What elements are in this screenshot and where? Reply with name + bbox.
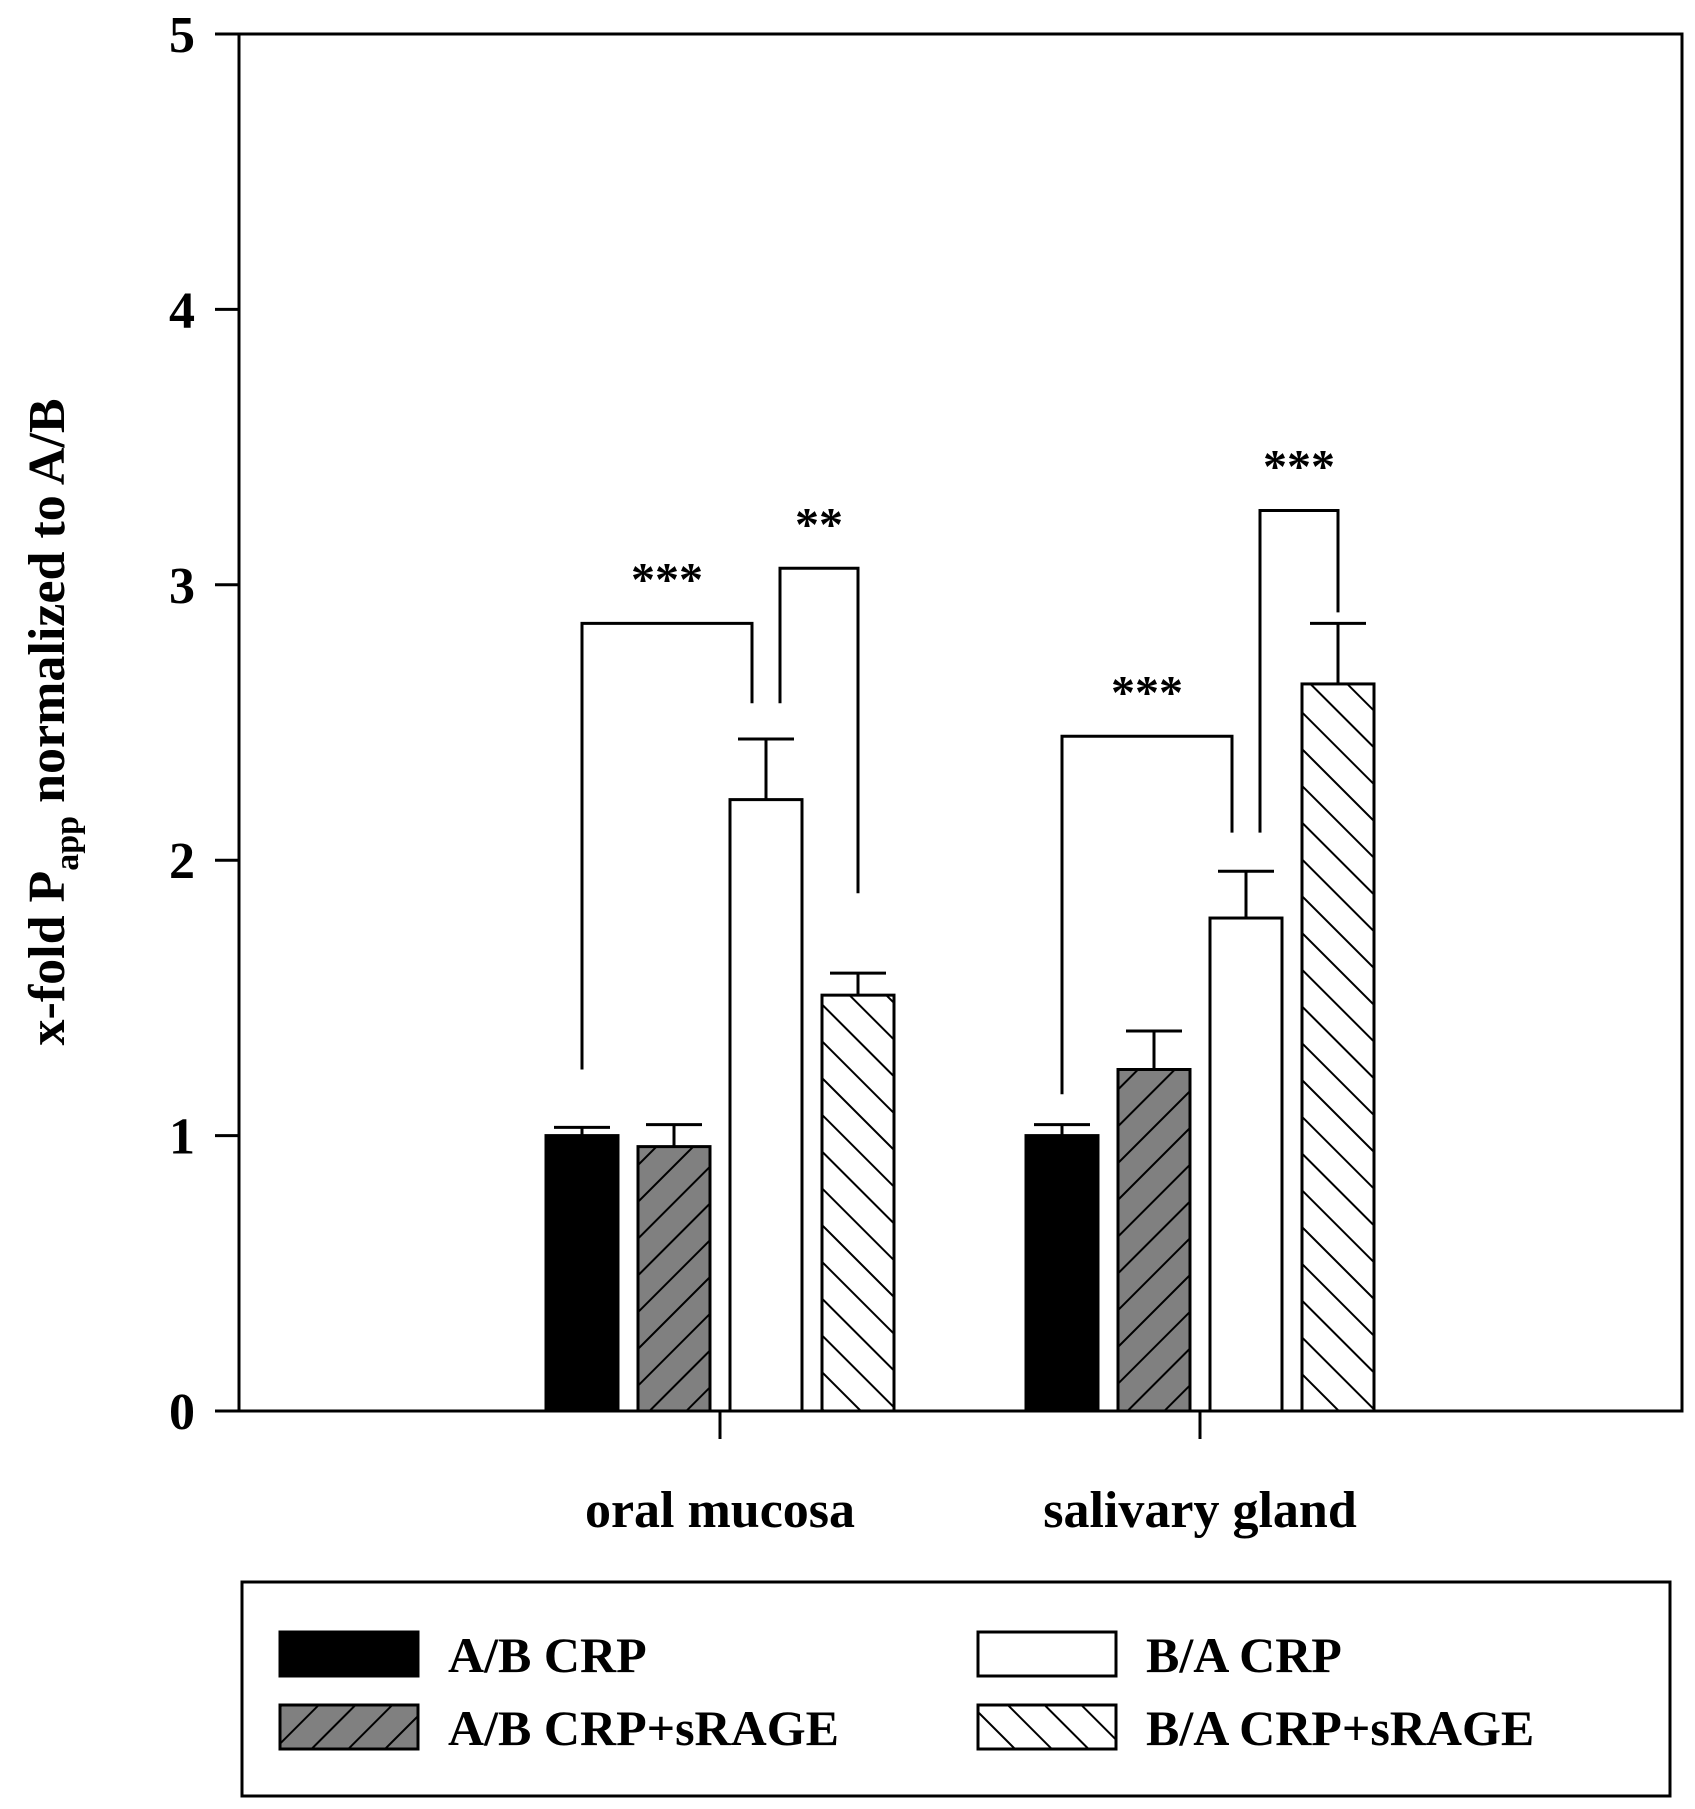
legend-label-ab-crp: A/B CRP <box>448 1627 647 1683</box>
y-axis-label: x-fold Papp normalized to A/B <box>19 398 86 1045</box>
significance-label: *** <box>1111 666 1183 719</box>
y-tick-label: 3 <box>169 558 195 615</box>
significance-bracket <box>580 621 754 1070</box>
y-tick-label: 1 <box>169 1109 195 1166</box>
y-axis: 0 1 2 3 4 5 <box>169 7 239 1441</box>
legend-swatch-ba-crp <box>976 1630 1118 1678</box>
legend-box <box>240 1580 1672 1798</box>
legend-label-ba-crp-srage: B/A CRP+sRAGE <box>1146 1700 1534 1756</box>
bar-fill <box>546 1135 618 1411</box>
bar <box>1300 682 1376 1413</box>
y-tick-label: 0 <box>169 1384 195 1441</box>
y-tick-label: 4 <box>169 282 195 339</box>
bar-fill <box>1026 1135 1098 1411</box>
plot-area <box>237 32 1684 1413</box>
significance-label: *** <box>631 553 703 606</box>
legend-label-ba-crp: B/A CRP <box>1146 1627 1342 1683</box>
significance-bracket <box>778 566 860 894</box>
legend-swatch-ba-crp-srage <box>976 1703 1118 1751</box>
significance-label: *** <box>1263 440 1335 493</box>
y-tick-label: 5 <box>169 7 195 64</box>
bar <box>820 993 896 1413</box>
bar-fill <box>1210 918 1282 1411</box>
significance-bracket <box>1060 734 1234 1095</box>
legend-swatch-ab-crp <box>278 1630 420 1678</box>
x-axis: oral mucosa salivary gland <box>585 1411 1357 1539</box>
bars <box>544 621 1376 1413</box>
bar-fill <box>730 799 802 1411</box>
legend-label-ab-crp-srage: A/B CRP+sRAGE <box>448 1700 839 1756</box>
x-tick-label: salivary gland <box>1043 1482 1357 1539</box>
legend-swatch-ab-crp-srage <box>278 1703 420 1751</box>
significance-brackets: *********** <box>580 440 1340 1095</box>
x-tick-label: oral mucosa <box>585 1482 855 1539</box>
bar <box>1116 1068 1192 1413</box>
significance-bracket <box>1258 508 1340 833</box>
legend: A/B CRP A/B CRP+sRAGE B/A CRP B/A CRP+sR… <box>240 1580 1672 1798</box>
y-tick-label: 2 <box>169 833 195 890</box>
bar <box>636 1145 712 1413</box>
significance-label: ** <box>795 498 843 551</box>
